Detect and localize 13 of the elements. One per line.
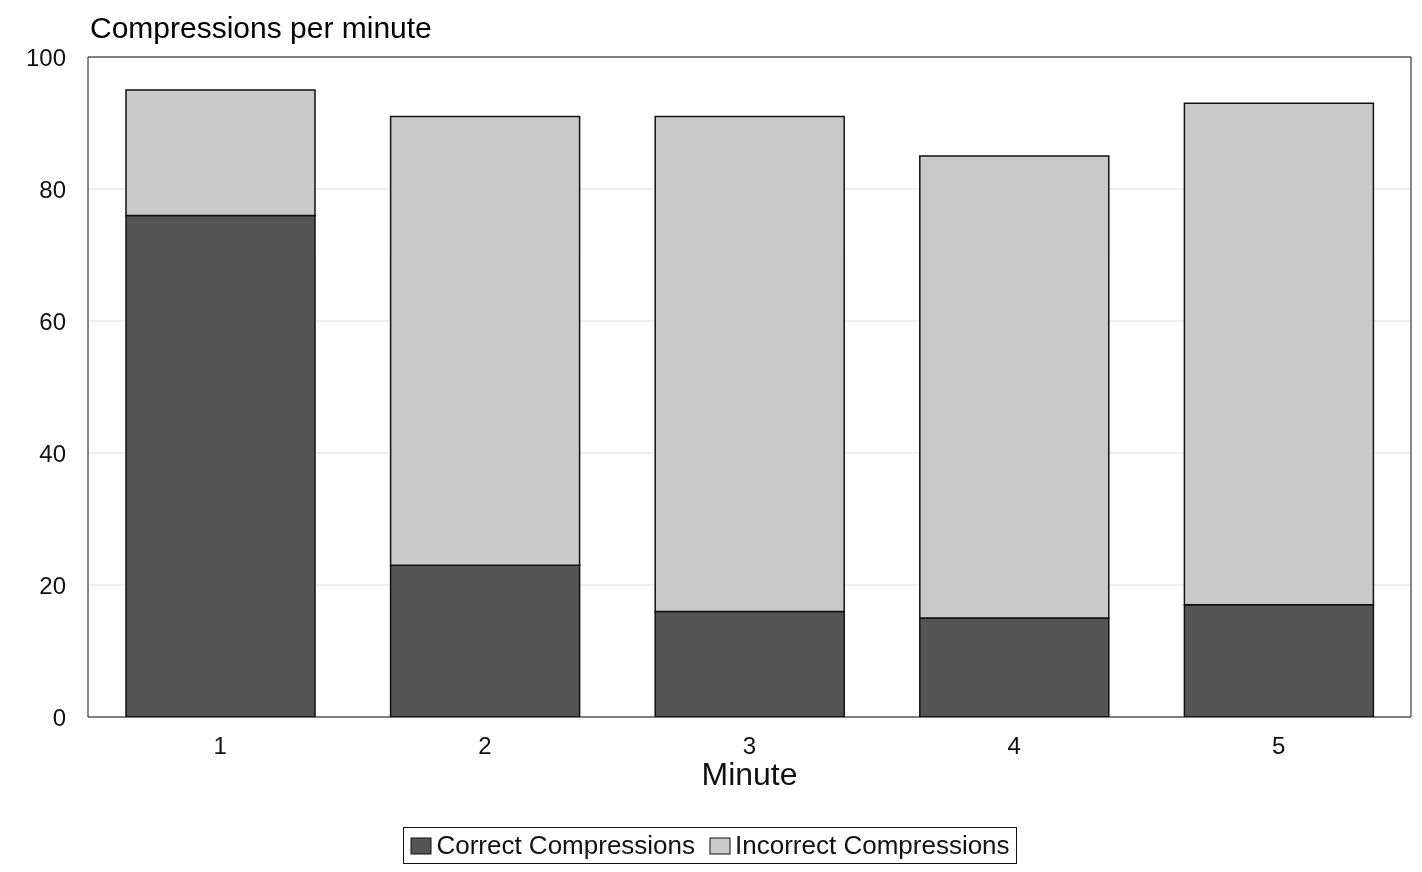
y-tick-label: 100	[25, 43, 66, 71]
x-tick-label: 4	[1007, 732, 1021, 760]
legend-label: Correct Compressions	[435, 830, 696, 861]
y-tick-label: 40	[39, 439, 66, 467]
y-tick-label: 20	[39, 571, 66, 599]
x-tick-label: 5	[1272, 732, 1286, 760]
x-tick-label: 2	[478, 732, 492, 760]
y-tick-label: 80	[39, 175, 66, 203]
x-tick-label: 1	[213, 732, 227, 760]
y-tick-label: 60	[39, 307, 66, 335]
legend-label: Incorrect Compressions	[734, 830, 1010, 861]
chart-title: Compressions per minute	[90, 10, 433, 46]
y-tick-label: 0	[52, 703, 66, 731]
